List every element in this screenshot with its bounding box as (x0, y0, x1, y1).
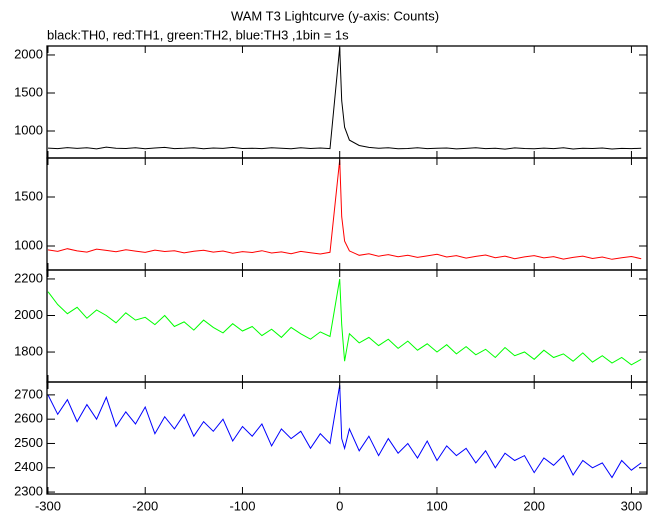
x-tick-label: -200 (132, 498, 158, 513)
y-tick-label: 2000 (14, 307, 43, 322)
chart-subtitle: black:TH0, red:TH1, green:TH2, blue:TH3 … (47, 27, 349, 42)
y-tick-label: 2000 (14, 46, 43, 61)
x-tick-label: -300 (35, 498, 61, 513)
panel-frame (46, 45, 648, 159)
x-tick-label: 200 (523, 498, 545, 513)
y-tick-label: 1800 (14, 343, 43, 358)
y-tick-label: 2600 (14, 411, 43, 426)
chart-title: WAM T3 Lightcurve (y-axis: Counts) (231, 8, 439, 23)
x-tick-label: 100 (426, 498, 448, 513)
y-tick-label: 2400 (14, 459, 43, 474)
y-tick-label: 1500 (14, 188, 43, 203)
light-curve (47, 159, 642, 260)
light-curve (47, 385, 642, 479)
x-tick-label: 0 (336, 498, 343, 513)
light-curve (47, 47, 642, 150)
light-curve (47, 278, 642, 366)
panel-frame (46, 381, 648, 495)
y-tick-label: 1500 (14, 84, 43, 99)
y-tick-label: 1000 (14, 237, 43, 252)
panel-frame (46, 157, 648, 271)
y-tick-label: 2200 (14, 270, 43, 285)
y-tick-label: 2500 (14, 435, 43, 450)
x-tick-label: 300 (621, 498, 643, 513)
panel-frame (46, 269, 648, 383)
x-tick-label: -100 (229, 498, 255, 513)
y-tick-label: 2300 (14, 483, 43, 498)
y-tick-label: 2700 (14, 386, 43, 401)
y-tick-label: 1000 (14, 122, 43, 137)
